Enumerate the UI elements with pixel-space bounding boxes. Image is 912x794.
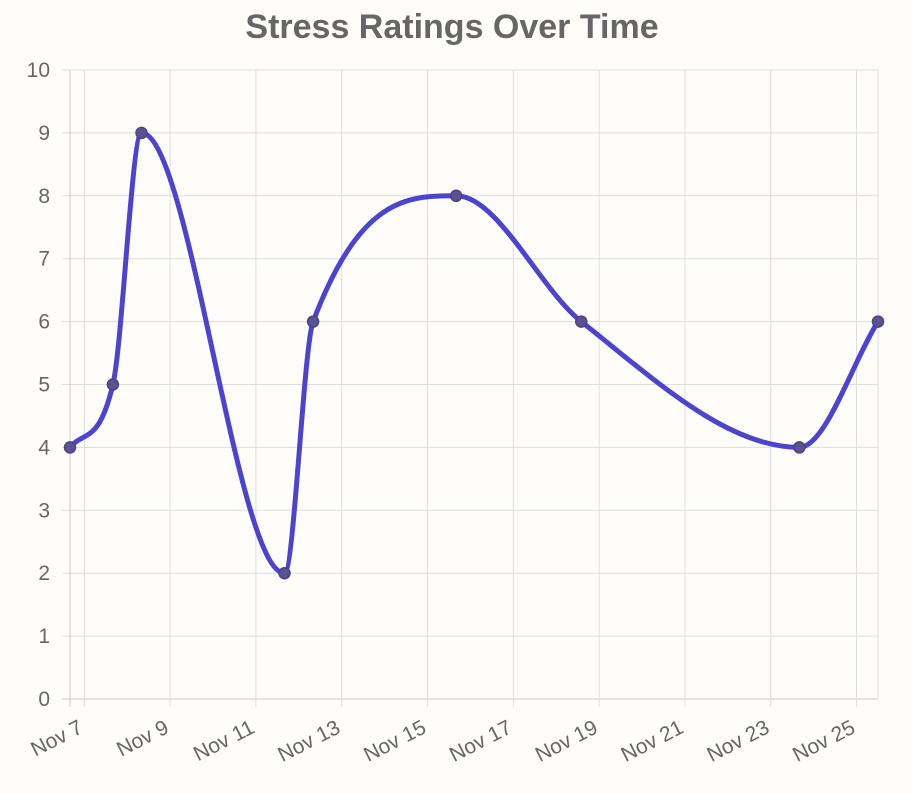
chart-title: Stress Ratings Over Time [245,8,659,46]
y-tick-label: 10 [27,59,50,82]
x-tick-label: Nov 19 [532,716,602,767]
data-point [575,315,588,328]
data-point [106,378,120,391]
data-point [793,441,806,454]
y-tick-label: 1 [38,625,50,648]
y-tick-label: 7 [38,248,50,271]
data-point [449,189,463,203]
y-tick-label: 3 [38,499,50,522]
x-tick-label: Nov 11 [190,716,258,766]
data-point [306,315,320,328]
x-tick-label: Nov 13 [274,716,344,767]
x-tick-label: Nov 15 [360,716,430,767]
x-tick-label: Nov 21 [617,716,687,767]
y-tick-label: 5 [38,374,50,397]
data-point [135,126,148,140]
x-tick-label: Nov 9 [113,716,172,761]
x-tick-label: Nov 25 [789,716,859,767]
y-tick-label: 6 [38,311,50,334]
data-point [278,566,291,580]
x-tick-label: Nov 7 [27,716,86,761]
series-line [67,130,881,576]
x-tick-label: Nov 23 [703,716,773,767]
y-tick-label: 2 [38,562,50,585]
x-tick-label: Nov 17 [446,716,516,767]
y-tick-label: 8 [38,185,50,208]
data-point [871,315,885,328]
y-tick-label: 9 [38,122,50,145]
y-tick-label: 0 [38,688,50,711]
y-tick-label: 4 [38,436,50,459]
data-point [63,441,77,454]
